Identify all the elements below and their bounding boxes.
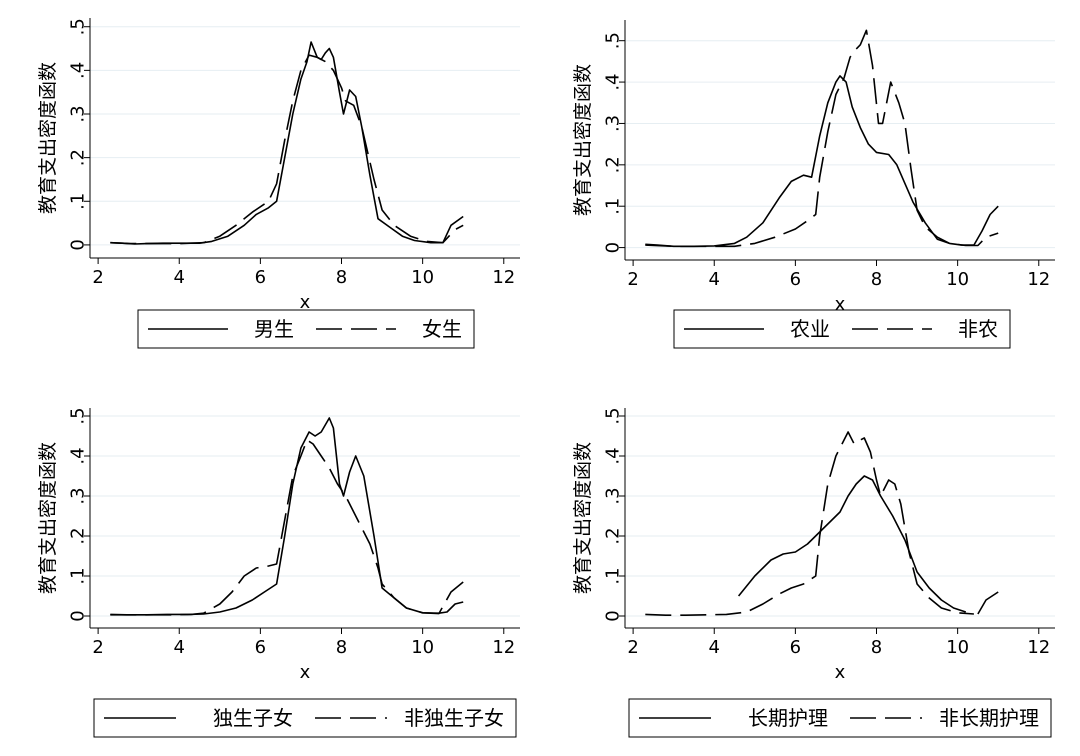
y-axis-label: 教育支出密度函数 bbox=[37, 442, 59, 594]
x-tick-label: 2 bbox=[92, 637, 103, 658]
legend-3: 独生子女 非独生子女 bbox=[93, 698, 517, 738]
y-tick-label: .2 bbox=[68, 527, 89, 544]
x-tick-label: 2 bbox=[92, 267, 103, 288]
series-line-1-segment-1 bbox=[110, 41, 464, 245]
x-tick-label: 8 bbox=[871, 637, 882, 658]
y-tick-label: .3 bbox=[603, 115, 624, 132]
x-tick-label: 10 bbox=[946, 637, 969, 658]
y-tick-label: .2 bbox=[603, 527, 624, 544]
series-line-1-segment-2 bbox=[977, 591, 999, 615]
x-tick-label: 4 bbox=[174, 267, 185, 288]
x-axis-label: x bbox=[835, 662, 846, 683]
x-tick-label: 4 bbox=[709, 637, 720, 658]
x-tick-label: 8 bbox=[336, 267, 347, 288]
y-tick-label: .4 bbox=[68, 447, 89, 464]
y-tick-label: 0 bbox=[603, 610, 624, 621]
x-tick-label: 10 bbox=[946, 269, 969, 290]
y-tick-label: .5 bbox=[603, 32, 624, 49]
y-tick-label: 0 bbox=[68, 239, 89, 250]
legend-label-2: 女生 bbox=[422, 317, 462, 341]
x-axis-label: x bbox=[835, 294, 846, 315]
chart-panel-2: 0 .1 .2 .3 .4 .5 2 4 6 8 10 12 x 教育支出密度函数 bbox=[572, 20, 1055, 315]
x-tick-label: 12 bbox=[1027, 269, 1050, 290]
legend-1: 男生 女生 bbox=[137, 309, 475, 349]
y-tick-label: .4 bbox=[603, 73, 624, 90]
legend-label-2: 非长期护理 bbox=[939, 706, 1039, 730]
y-tick-label: .3 bbox=[603, 487, 624, 504]
y-axis-label: 教育支出密度函数 bbox=[572, 64, 594, 216]
x-tick-label: 12 bbox=[1027, 637, 1050, 658]
y-tick-label: .5 bbox=[603, 407, 624, 424]
x-tick-label: 6 bbox=[255, 267, 266, 288]
y-tick-label: .4 bbox=[603, 447, 624, 464]
y-tick-label: .5 bbox=[68, 18, 89, 35]
x-tick-label: 12 bbox=[492, 637, 515, 658]
series-line-2-segment-1 bbox=[645, 431, 974, 617]
y-tick-label: .2 bbox=[68, 149, 89, 166]
y-axis-label: 教育支出密度函数 bbox=[37, 62, 59, 214]
legend-label-1: 独生子女 bbox=[213, 706, 293, 730]
chart-panel-1: 0 .1 .2 .3 .4 .5 2 4 6 8 10 12 x 教育支出密度函数 bbox=[37, 18, 520, 313]
legend-2: 农业 非农 bbox=[673, 309, 1011, 349]
series-line-2-segment-1 bbox=[110, 439, 464, 616]
legend-4: 长期护理 非长期护理 bbox=[628, 698, 1052, 738]
x-tick-label: 6 bbox=[790, 269, 801, 290]
series-line-2-segment-1 bbox=[645, 29, 999, 248]
x-axis-label: x bbox=[300, 292, 311, 313]
legend-label-1: 男生 bbox=[254, 317, 294, 341]
legend-label-2: 非农 bbox=[958, 317, 998, 341]
x-tick-label: 12 bbox=[492, 267, 515, 288]
x-axis-label: x bbox=[300, 662, 311, 683]
y-tick-label: 0 bbox=[68, 610, 89, 621]
legend-box bbox=[628, 698, 1052, 738]
y-tick-label: .1 bbox=[68, 193, 89, 210]
chart-panel-3: 0 .1 .2 .3 .4 .5 2 4 6 8 10 12 x 教育支出密度函数 bbox=[37, 407, 520, 683]
y-tick-label: .2 bbox=[603, 156, 624, 173]
y-tick-label: 0 bbox=[603, 242, 624, 253]
legend-label-1: 农业 bbox=[790, 317, 830, 341]
x-tick-label: 10 bbox=[411, 267, 434, 288]
series-line-2-segment-1 bbox=[110, 54, 464, 245]
y-tick-label: .4 bbox=[68, 62, 89, 79]
x-tick-label: 6 bbox=[790, 637, 801, 658]
x-tick-label: 4 bbox=[174, 637, 185, 658]
series-line-1-segment-1 bbox=[737, 475, 967, 613]
x-tick-label: 10 bbox=[411, 637, 434, 658]
y-tick-label: .1 bbox=[68, 567, 89, 584]
series-line-1-segment-1 bbox=[645, 75, 999, 248]
y-tick-label: .1 bbox=[603, 198, 624, 215]
y-tick-label: .5 bbox=[68, 407, 89, 424]
series-line-1-segment-1 bbox=[110, 417, 464, 616]
legend-label-2: 非独生子女 bbox=[404, 706, 504, 730]
chart-panel-4: 0 .1 .2 .3 .4 .5 2 4 6 8 10 12 x 教育支出密度函数 bbox=[572, 407, 1055, 683]
x-tick-label: 8 bbox=[336, 637, 347, 658]
y-tick-label: .1 bbox=[603, 567, 624, 584]
y-tick-label: .3 bbox=[68, 105, 89, 122]
legend-label-1: 长期护理 bbox=[748, 706, 828, 730]
x-tick-label: 4 bbox=[709, 269, 720, 290]
x-tick-label: 8 bbox=[871, 269, 882, 290]
y-axis-label: 教育支出密度函数 bbox=[572, 442, 594, 594]
y-tick-label: .3 bbox=[68, 487, 89, 504]
x-tick-label: 6 bbox=[255, 637, 266, 658]
x-tick-label: 2 bbox=[627, 269, 638, 290]
x-tick-label: 2 bbox=[627, 637, 638, 658]
